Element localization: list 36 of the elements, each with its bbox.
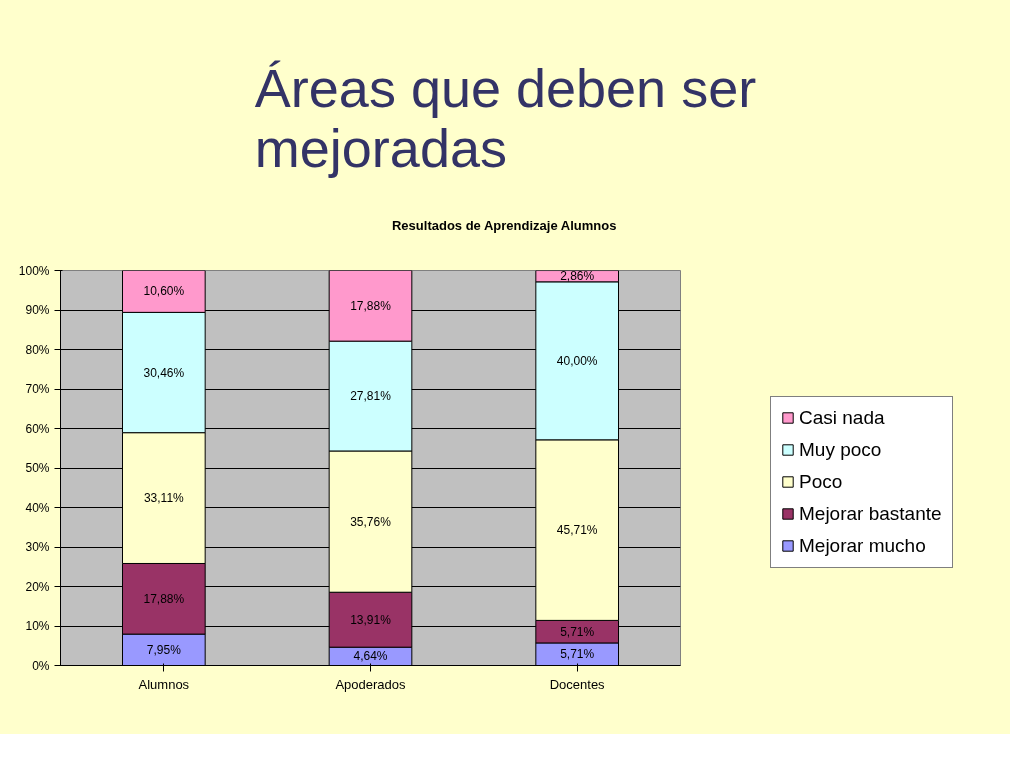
legend-label: Casi nada	[799, 406, 885, 429]
y-tick-label: 60%	[25, 421, 50, 436]
y-tick-label: 10%	[25, 619, 50, 633]
data-label: 35,76%	[350, 514, 392, 529]
legend-label: Poco	[799, 470, 843, 493]
data-label: 30,46%	[143, 365, 185, 380]
y-tick-label: 20%	[25, 579, 50, 594]
data-label: 17,88%	[143, 591, 185, 606]
x-tick-label: Alumnos	[138, 676, 190, 692]
y-tick-label: 50%	[25, 461, 50, 475]
chart-subtitle: Resultados de Aprendizaje Alumnos	[391, 218, 617, 233]
data-label: 5,71%	[560, 647, 595, 662]
data-label: 4,64%	[353, 649, 388, 664]
legend-label: Mejorar bastante	[799, 502, 942, 525]
data-label: 17,88%	[350, 298, 392, 313]
data-label: 27,81%	[350, 389, 392, 404]
y-tick-label: 90%	[25, 303, 50, 317]
data-label: 5,71%	[560, 624, 595, 639]
data-label: 7,95%	[146, 642, 182, 657]
data-label: 40,00%	[556, 353, 598, 368]
y-tick-label: 100%	[18, 263, 50, 278]
legend-label: Muy poco	[799, 438, 882, 461]
legend-label: Mejorar mucho	[799, 534, 926, 557]
chart-title: Áreas que deben ser mejoradas	[254, 57, 757, 178]
x-tick-label: Apoderados	[335, 676, 407, 692]
data-label: 13,91%	[350, 612, 392, 627]
y-tick-label: 80%	[25, 342, 50, 357]
data-label: 2,86%	[560, 269, 595, 284]
y-tick-label: 40%	[25, 500, 50, 515]
data-label: 33,11%	[143, 491, 185, 506]
y-tick-label: 70%	[25, 382, 50, 396]
y-tick-label: 30%	[25, 540, 50, 554]
data-label: 10,60%	[143, 284, 185, 299]
y-tick-label: 0%	[32, 658, 50, 673]
data-label: 45,71%	[556, 523, 598, 538]
x-tick-label: Docentes	[549, 676, 606, 692]
